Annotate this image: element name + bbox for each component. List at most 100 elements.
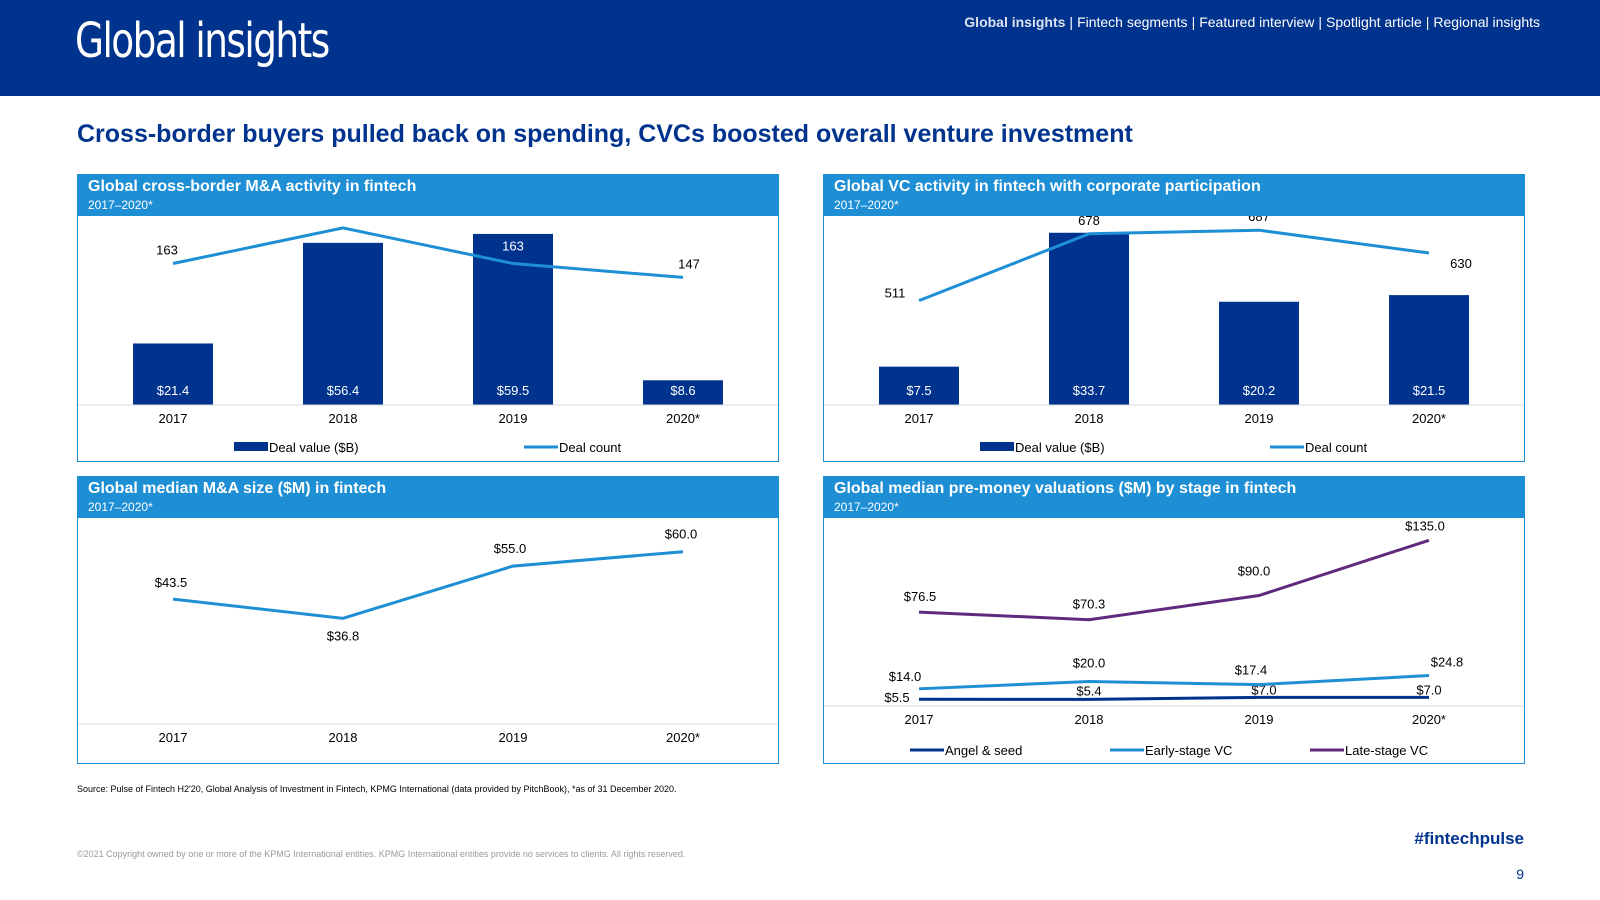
data-label: $24.8 (1431, 655, 1464, 670)
bar (1219, 301, 1299, 405)
panel-header: Global median M&A size ($M) in fintech 2… (78, 477, 778, 518)
data-label: $5.4 (1076, 683, 1101, 698)
data-label: $36.8 (327, 628, 360, 643)
x-tick-label: 2018 (1075, 712, 1104, 727)
nav-item-fintech-segments[interactable]: Fintech segments (1077, 14, 1188, 30)
x-tick-label: 2019 (499, 730, 528, 745)
legend-label: Deal count (1305, 440, 1368, 455)
legend-label: Late-stage VC (1345, 743, 1428, 758)
legend-label: Early-stage VC (1145, 743, 1232, 758)
nav-item-regional-insights[interactable]: Regional insights (1433, 14, 1540, 30)
series-line (918, 695, 1429, 701)
bar-value-label: $7.5 (906, 383, 931, 398)
legend-swatch (234, 442, 268, 451)
bar-value-label: $59.5 (497, 383, 530, 398)
deal-count-label: 687 (1248, 216, 1270, 224)
bar (1049, 232, 1129, 405)
x-tick-label: 2019 (1245, 411, 1274, 426)
panel-header: Global cross-border M&A activity in fint… (78, 175, 778, 216)
data-label: $55.0 (494, 541, 527, 556)
data-label: $43.5 (155, 575, 188, 590)
x-tick-label: 2019 (499, 411, 528, 426)
data-label: $17.4 (1235, 663, 1268, 678)
deal-count-line (918, 228, 1430, 302)
deal-count-label: 147 (678, 256, 700, 271)
copyright-note: ©2021 Copyright owned by one or more of … (77, 849, 686, 859)
data-label: $14.0 (889, 669, 922, 684)
nav-item-featured-interview[interactable]: Featured interview (1199, 14, 1315, 30)
hashtag-link[interactable]: #fintechpulse (1414, 829, 1524, 848)
panel-subtitle: 2017–2020* (834, 500, 899, 514)
x-tick-label: 2019 (1245, 712, 1274, 727)
deal-count-label: 204 (332, 216, 354, 219)
legend-label: Angel & seed (945, 743, 1022, 758)
deal-count-label: 678 (1078, 216, 1100, 228)
chart-median-ma-size: $43.5 $36.8 $55.0 $60.0 2017 2018 2019 2020* (78, 527, 778, 745)
nav-separator: | (1069, 14, 1074, 30)
data-label: $76.5 (904, 589, 937, 604)
deal-count-label: 163 (502, 239, 524, 254)
chart-panel-pre-money-valuations: Global median pre-money valuations ($M) … (823, 476, 1525, 764)
legend-label: Deal value ($B) (1015, 440, 1105, 455)
headline: Cross-border buyers pulled back on spend… (77, 120, 1133, 148)
nav-separator: | (1425, 14, 1430, 30)
bar (133, 343, 213, 405)
bar-value-label: $21.4 (157, 383, 190, 398)
bar-value-label: $20.2 (1243, 383, 1276, 398)
bar-value-label: $56.4 (327, 383, 360, 398)
chart-panel-median-ma-size: Global median M&A size ($M) in fintech 2… (77, 476, 779, 764)
chart-vc-corporate: $7.5 $33.7 $20.2 $21.5 511 678 687 630 2017 2018 2… (824, 216, 1524, 455)
panel-header: Global median pre-money valuations ($M) … (824, 477, 1524, 518)
series-line (918, 538, 1430, 622)
bar (303, 242, 383, 405)
bar-value-label: $33.7 (1073, 383, 1106, 398)
top-navigation: Global insights | Fintech segments | Feature… (964, 14, 1540, 30)
panel-title: Global median M&A size ($M) in fintech (88, 480, 387, 497)
x-tick-label: 2017 (159, 730, 188, 745)
series-line (918, 674, 1430, 691)
source-note: Source: Pulse of Fintech H2'20, Global A… (77, 784, 677, 794)
panel-title: Global median pre-money valuations ($M) … (834, 480, 1297, 497)
nav-separator: | (1318, 14, 1323, 30)
chart-panel-cross-border-ma: Global cross-border M&A activity in fint… (77, 174, 779, 462)
bar (643, 380, 723, 405)
bar (879, 366, 959, 405)
deal-count-label: 630 (1450, 256, 1472, 271)
nav-item-spotlight-article[interactable]: Spotlight article (1326, 14, 1422, 30)
data-label: $135.0 (1405, 518, 1445, 533)
x-tick-label: 2017 (905, 411, 934, 426)
header-bar: Global insights Global insights | Fintech … (0, 0, 1600, 96)
legend-swatch (980, 442, 1014, 451)
panel-subtitle: 2017–2020* (88, 500, 153, 514)
x-tick-label: 2020* (666, 730, 700, 745)
chart-pre-money-valuations: $5.5 $5.4 $7.0 $7.0 $14.0 $20.0 $17.4 $24.8 $76.… (824, 518, 1524, 758)
x-tick-label: 2020* (1412, 712, 1446, 727)
page-number: 9 (1516, 866, 1524, 882)
data-label: $7.0 (1416, 682, 1441, 697)
nav-item-global-insights[interactable]: Global insights (964, 14, 1066, 30)
data-label: $7.0 (1251, 682, 1276, 697)
data-label: $70.3 (1073, 597, 1106, 612)
x-tick-label: 2018 (1075, 411, 1104, 426)
panel-subtitle: 2017–2020* (88, 198, 153, 212)
legend-label: Deal count (559, 440, 622, 455)
legend-label: Deal value ($B) (269, 440, 359, 455)
x-tick-label: 2018 (329, 730, 358, 745)
data-label: $90.0 (1238, 564, 1271, 579)
x-tick-label: 2020* (1412, 411, 1446, 426)
x-tick-label: 2018 (329, 411, 358, 426)
chart-panel-vc-corporate: Global VC activity in fintech with corpo… (823, 174, 1525, 462)
data-label: $20.0 (1073, 655, 1106, 670)
chart-cross-border-ma: $21.4 $56.4 $59.5 $8.6 163 204 163 147 2017 2018 2… (78, 216, 778, 455)
bar (473, 233, 553, 405)
deal-count-label: 163 (156, 243, 178, 258)
bar-value-label: $21.5 (1413, 383, 1446, 398)
deal-count-line (172, 226, 684, 279)
panel-subtitle: 2017–2020* (834, 198, 899, 212)
panel-title: Global cross-border M&A activity in fint… (88, 178, 417, 195)
page-title: Global insights (75, 13, 330, 69)
data-label: $60.0 (665, 527, 698, 542)
series-line (172, 550, 684, 620)
x-tick-label: 2017 (905, 712, 934, 727)
x-tick-label: 2017 (159, 411, 188, 426)
